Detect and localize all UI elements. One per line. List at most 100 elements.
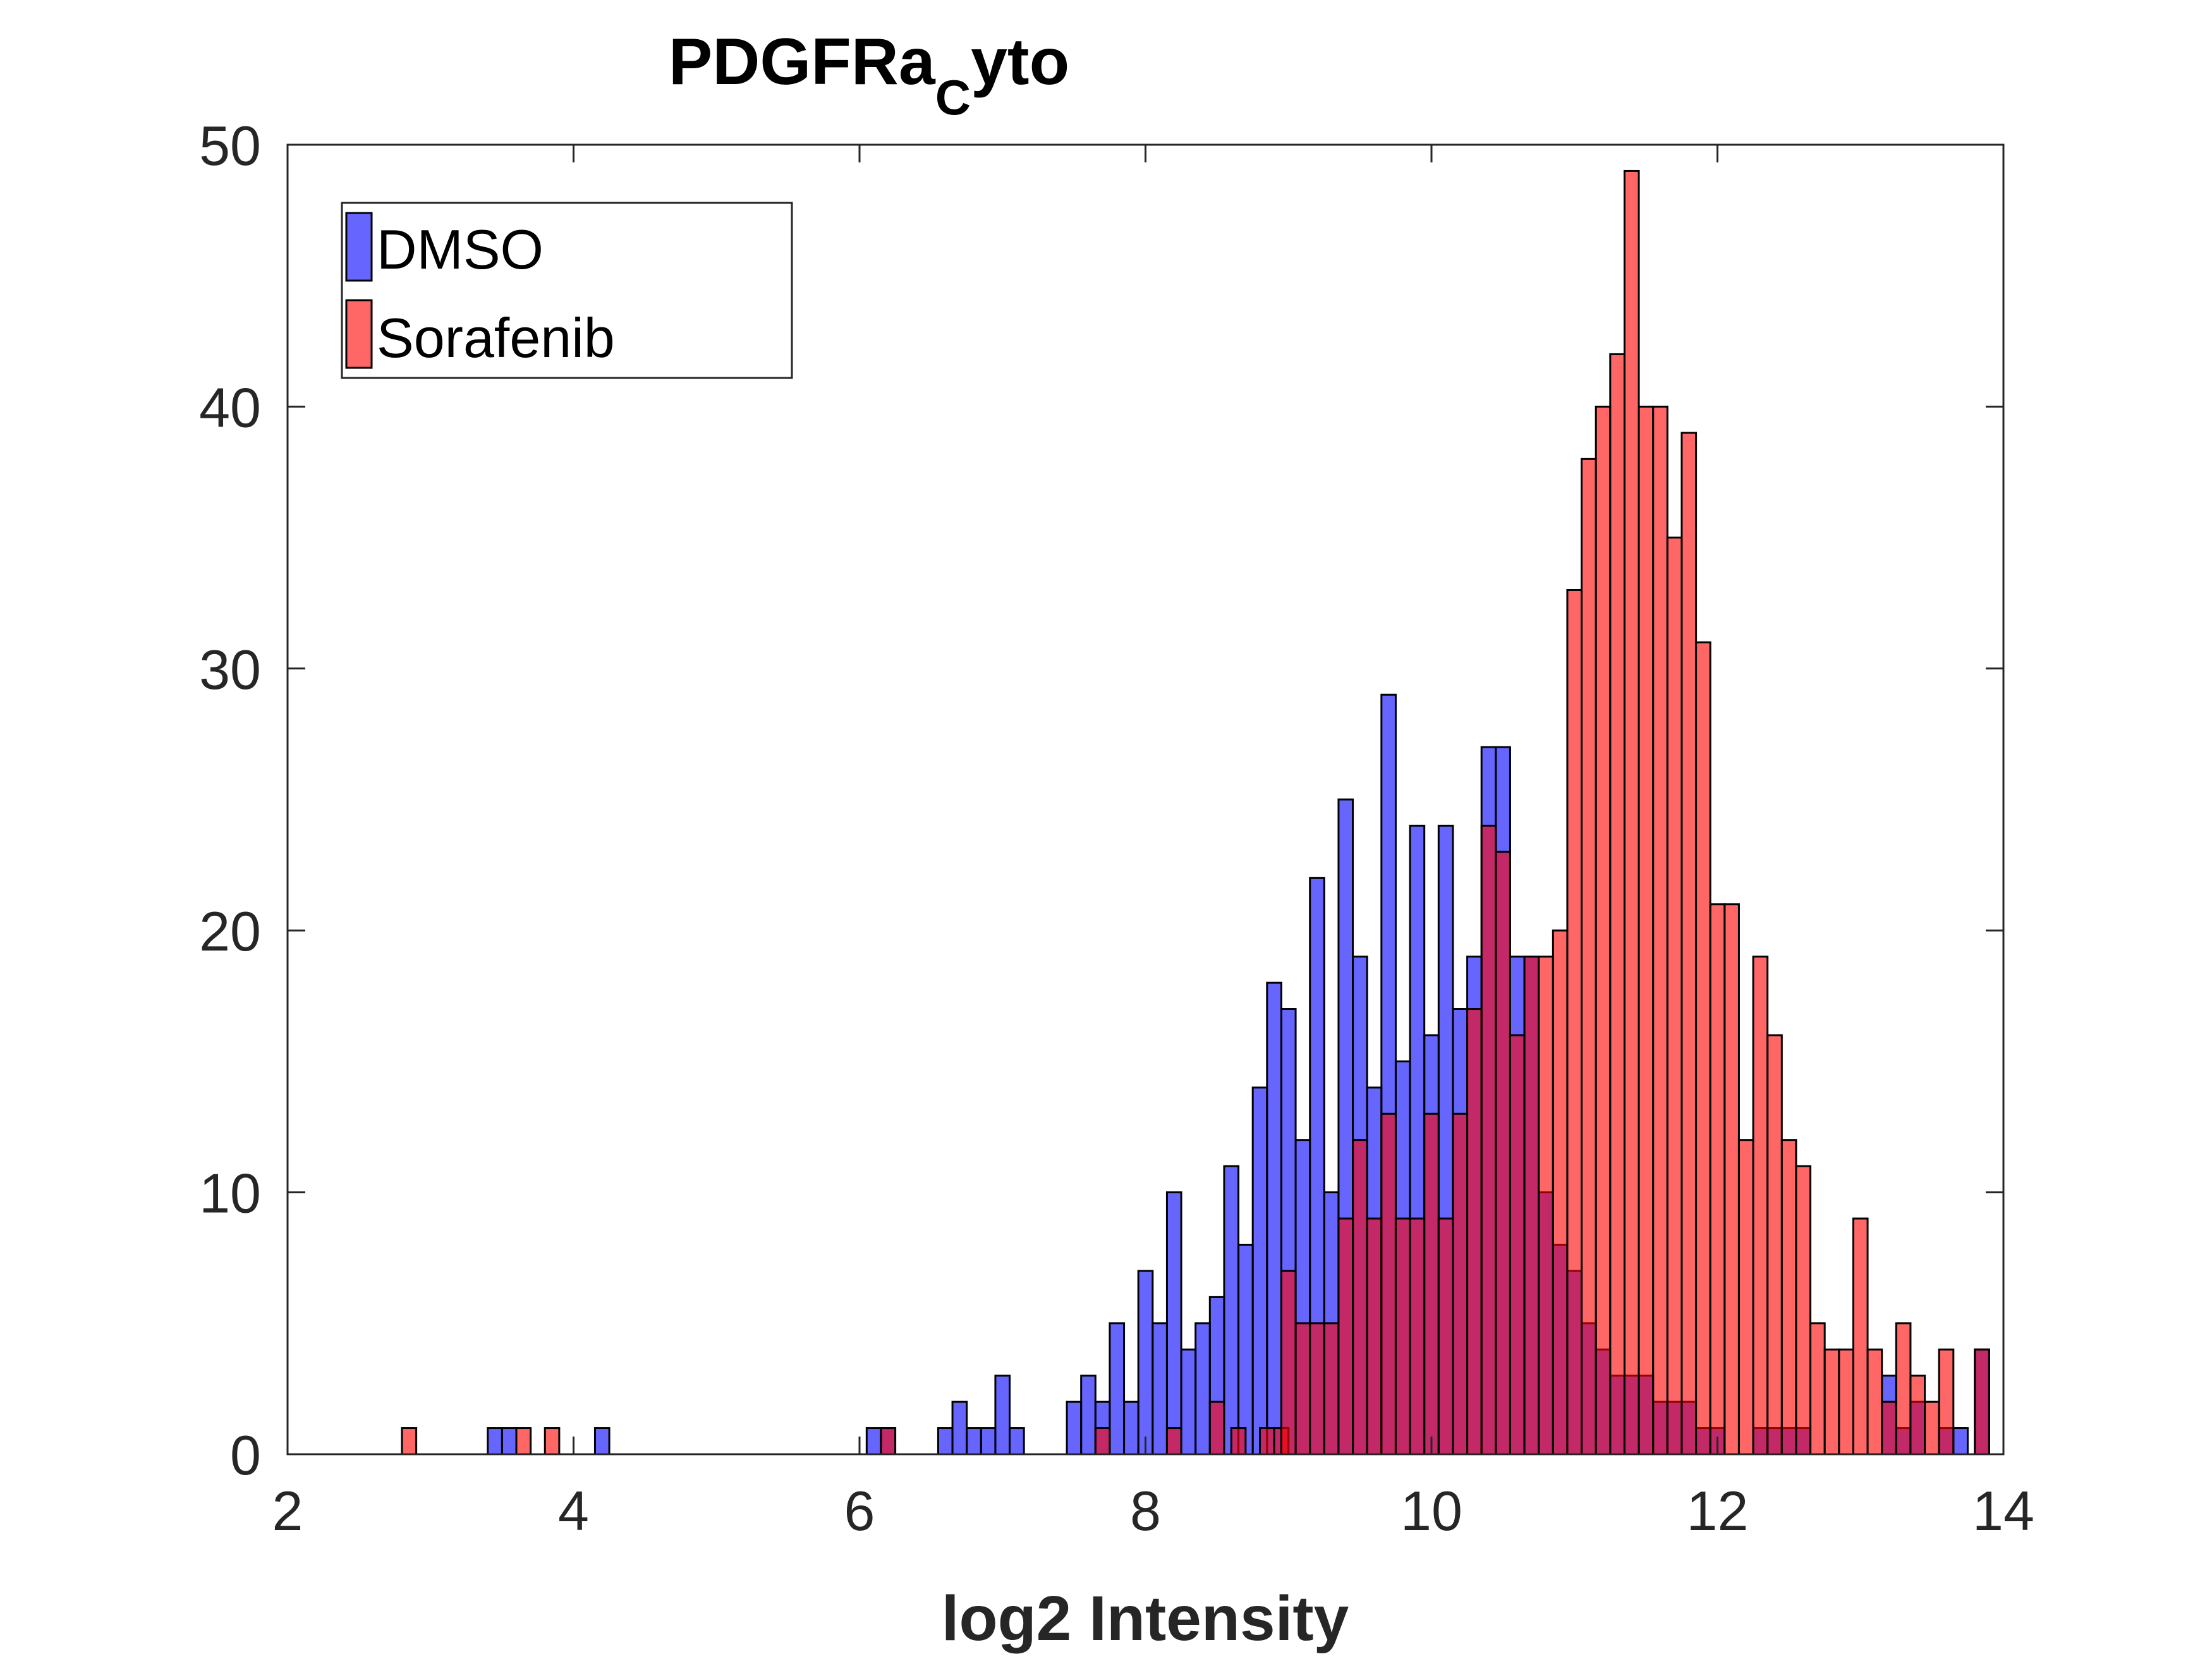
title-suffix: yto <box>971 25 1069 99</box>
legend-label-dmso: DMSO <box>377 218 544 281</box>
bar-dmso-17 <box>1152 1322 1168 1455</box>
bar-dmso-12 <box>1080 1375 1097 1455</box>
bar-dmso-20 <box>1194 1322 1211 1455</box>
bar-sorafenib-48 <box>1823 1348 1840 1455</box>
bar-sorafenib-17 <box>1380 1112 1397 1455</box>
bar-sorafenib-14 <box>1337 1217 1354 1455</box>
bar-sorafenib-26 <box>1509 1034 1526 1455</box>
bar-sorafenib-20 <box>1423 1112 1440 1455</box>
bar-sorafenib-3 <box>880 1427 897 1455</box>
bar-dmso-18 <box>1165 1191 1182 1455</box>
bar-dmso-16 <box>1137 1270 1154 1455</box>
bar-sorafenib-41 <box>1723 903 1740 1455</box>
bar-dmso-24 <box>1251 1086 1268 1455</box>
bar-dmso-23 <box>1237 1243 1254 1455</box>
bar-dmso-8 <box>980 1427 997 1455</box>
x-tick-label-2: 2 <box>272 1480 303 1542</box>
bar-dmso-9 <box>994 1375 1011 1455</box>
bar-sorafenib-31 <box>1581 458 1597 1455</box>
bar-dmso-5 <box>937 1427 954 1455</box>
bar-sorafenib-56 <box>1938 1348 1955 1455</box>
bar-sorafenib-6 <box>1208 1401 1225 1455</box>
bar-sorafenib-2 <box>544 1427 561 1455</box>
axis-ticks <box>286 143 2005 1455</box>
bar-sorafenib-7 <box>1230 1427 1247 1455</box>
title-main: PDGFRa <box>669 25 936 99</box>
chart-title: PDGFRaCyto <box>669 25 1069 125</box>
title-subscript: C <box>935 70 971 125</box>
x-tick-label-4: 4 <box>558 1480 589 1542</box>
bar-sorafenib-51 <box>1866 1348 1883 1455</box>
bar-sorafenib-43 <box>1752 956 1769 1455</box>
bar-dmso-0 <box>487 1427 503 1455</box>
bar-dmso-3 <box>865 1427 882 1455</box>
y-tick-label-30: 30 <box>199 638 261 701</box>
bar-sorafenib-34 <box>1623 169 1640 1455</box>
bar-sorafenib-4 <box>1094 1427 1111 1455</box>
legend-box <box>341 202 793 379</box>
x-tick-label-14: 14 <box>1972 1480 2034 1542</box>
bar-sorafenib-53 <box>1895 1322 1912 1455</box>
bar-sorafenib-24 <box>1480 824 1497 1455</box>
bar-sorafenib-32 <box>1595 405 1612 1455</box>
bar-sorafenib-5 <box>1165 1427 1182 1455</box>
bar-sorafenib-8 <box>1259 1427 1275 1455</box>
bar-sorafenib-30 <box>1566 588 1583 1455</box>
bar-sorafenib-54 <box>1909 1375 1926 1455</box>
bar-dmso-7 <box>966 1427 982 1455</box>
bar-sorafenib-12 <box>1309 1322 1325 1455</box>
bar-sorafenib-23 <box>1466 1008 1483 1455</box>
x-axis-label: log2 Intensity <box>942 1583 1349 1654</box>
bar-sorafenib-37 <box>1666 537 1683 1455</box>
bar-sorafenib-29 <box>1552 929 1569 1455</box>
bar-sorafenib-55 <box>1924 1401 1940 1455</box>
bar-sorafenib-15 <box>1352 1139 1368 1455</box>
bar-sorafenib-18 <box>1394 1217 1411 1455</box>
x-tick-label-8: 8 <box>1130 1480 1161 1542</box>
bar-sorafenib-13 <box>1323 1322 1340 1455</box>
bar-dmso-22 <box>1223 1165 1240 1455</box>
bar-sorafenib-49 <box>1838 1348 1854 1455</box>
bar-dmso-6 <box>951 1401 968 1455</box>
bar-dmso-2 <box>593 1427 611 1455</box>
bar-sorafenib-19 <box>1409 1217 1426 1455</box>
x-tick-label-10: 10 <box>1401 1480 1462 1542</box>
legend-swatch-dmso <box>345 212 373 282</box>
y-tick-label-20: 20 <box>199 900 261 963</box>
bar-sorafenib-25 <box>1495 851 1511 1455</box>
bar-dmso-1 <box>501 1427 518 1455</box>
bar-sorafenib-33 <box>1609 353 1626 1455</box>
bar-sorafenib-22 <box>1452 1112 1469 1455</box>
bar-dmso-14 <box>1109 1322 1126 1455</box>
bar-dmso-65 <box>1952 1427 1969 1455</box>
bar-sorafenib-40 <box>1709 903 1726 1455</box>
y-tick-label-50: 50 <box>199 114 261 177</box>
bar-sorafenib-52 <box>1881 1401 1897 1455</box>
bar-sorafenib-38 <box>1680 432 1698 1455</box>
bar-sorafenib-1 <box>515 1427 532 1455</box>
bar-sorafenib-44 <box>1766 1034 1783 1455</box>
x-tick-label-12: 12 <box>1687 1480 1749 1542</box>
bar-sorafenib-39 <box>1695 641 1711 1455</box>
bar-dmso-25 <box>1266 981 1282 1455</box>
legend-label-sorafenib: Sorafenib <box>377 307 615 369</box>
bar-sorafenib-57 <box>1974 1348 1990 1455</box>
bar-dmso-19 <box>1180 1348 1197 1455</box>
x-tick-label-6: 6 <box>844 1480 875 1542</box>
y-tick-label-10: 10 <box>199 1162 261 1225</box>
bar-sorafenib-46 <box>1795 1165 1812 1455</box>
bar-sorafenib-47 <box>1809 1322 1826 1455</box>
bar-sorafenib-45 <box>1780 1139 1797 1455</box>
bar-sorafenib-21 <box>1437 1217 1454 1455</box>
bar-sorafenib-42 <box>1737 1139 1754 1455</box>
y-tick-label-40: 40 <box>199 376 261 439</box>
bar-dmso-11 <box>1066 1401 1083 1455</box>
bar-sorafenib-35 <box>1638 405 1655 1455</box>
bar-sorafenib-0 <box>401 1427 418 1455</box>
bar-sorafenib-10 <box>1280 1270 1297 1455</box>
bar-dmso-15 <box>1123 1401 1139 1455</box>
bar-dmso-10 <box>1009 1427 1025 1455</box>
series-sorafenib-bars <box>401 169 1990 1455</box>
legend: DMSO Sorafenib <box>341 202 793 379</box>
